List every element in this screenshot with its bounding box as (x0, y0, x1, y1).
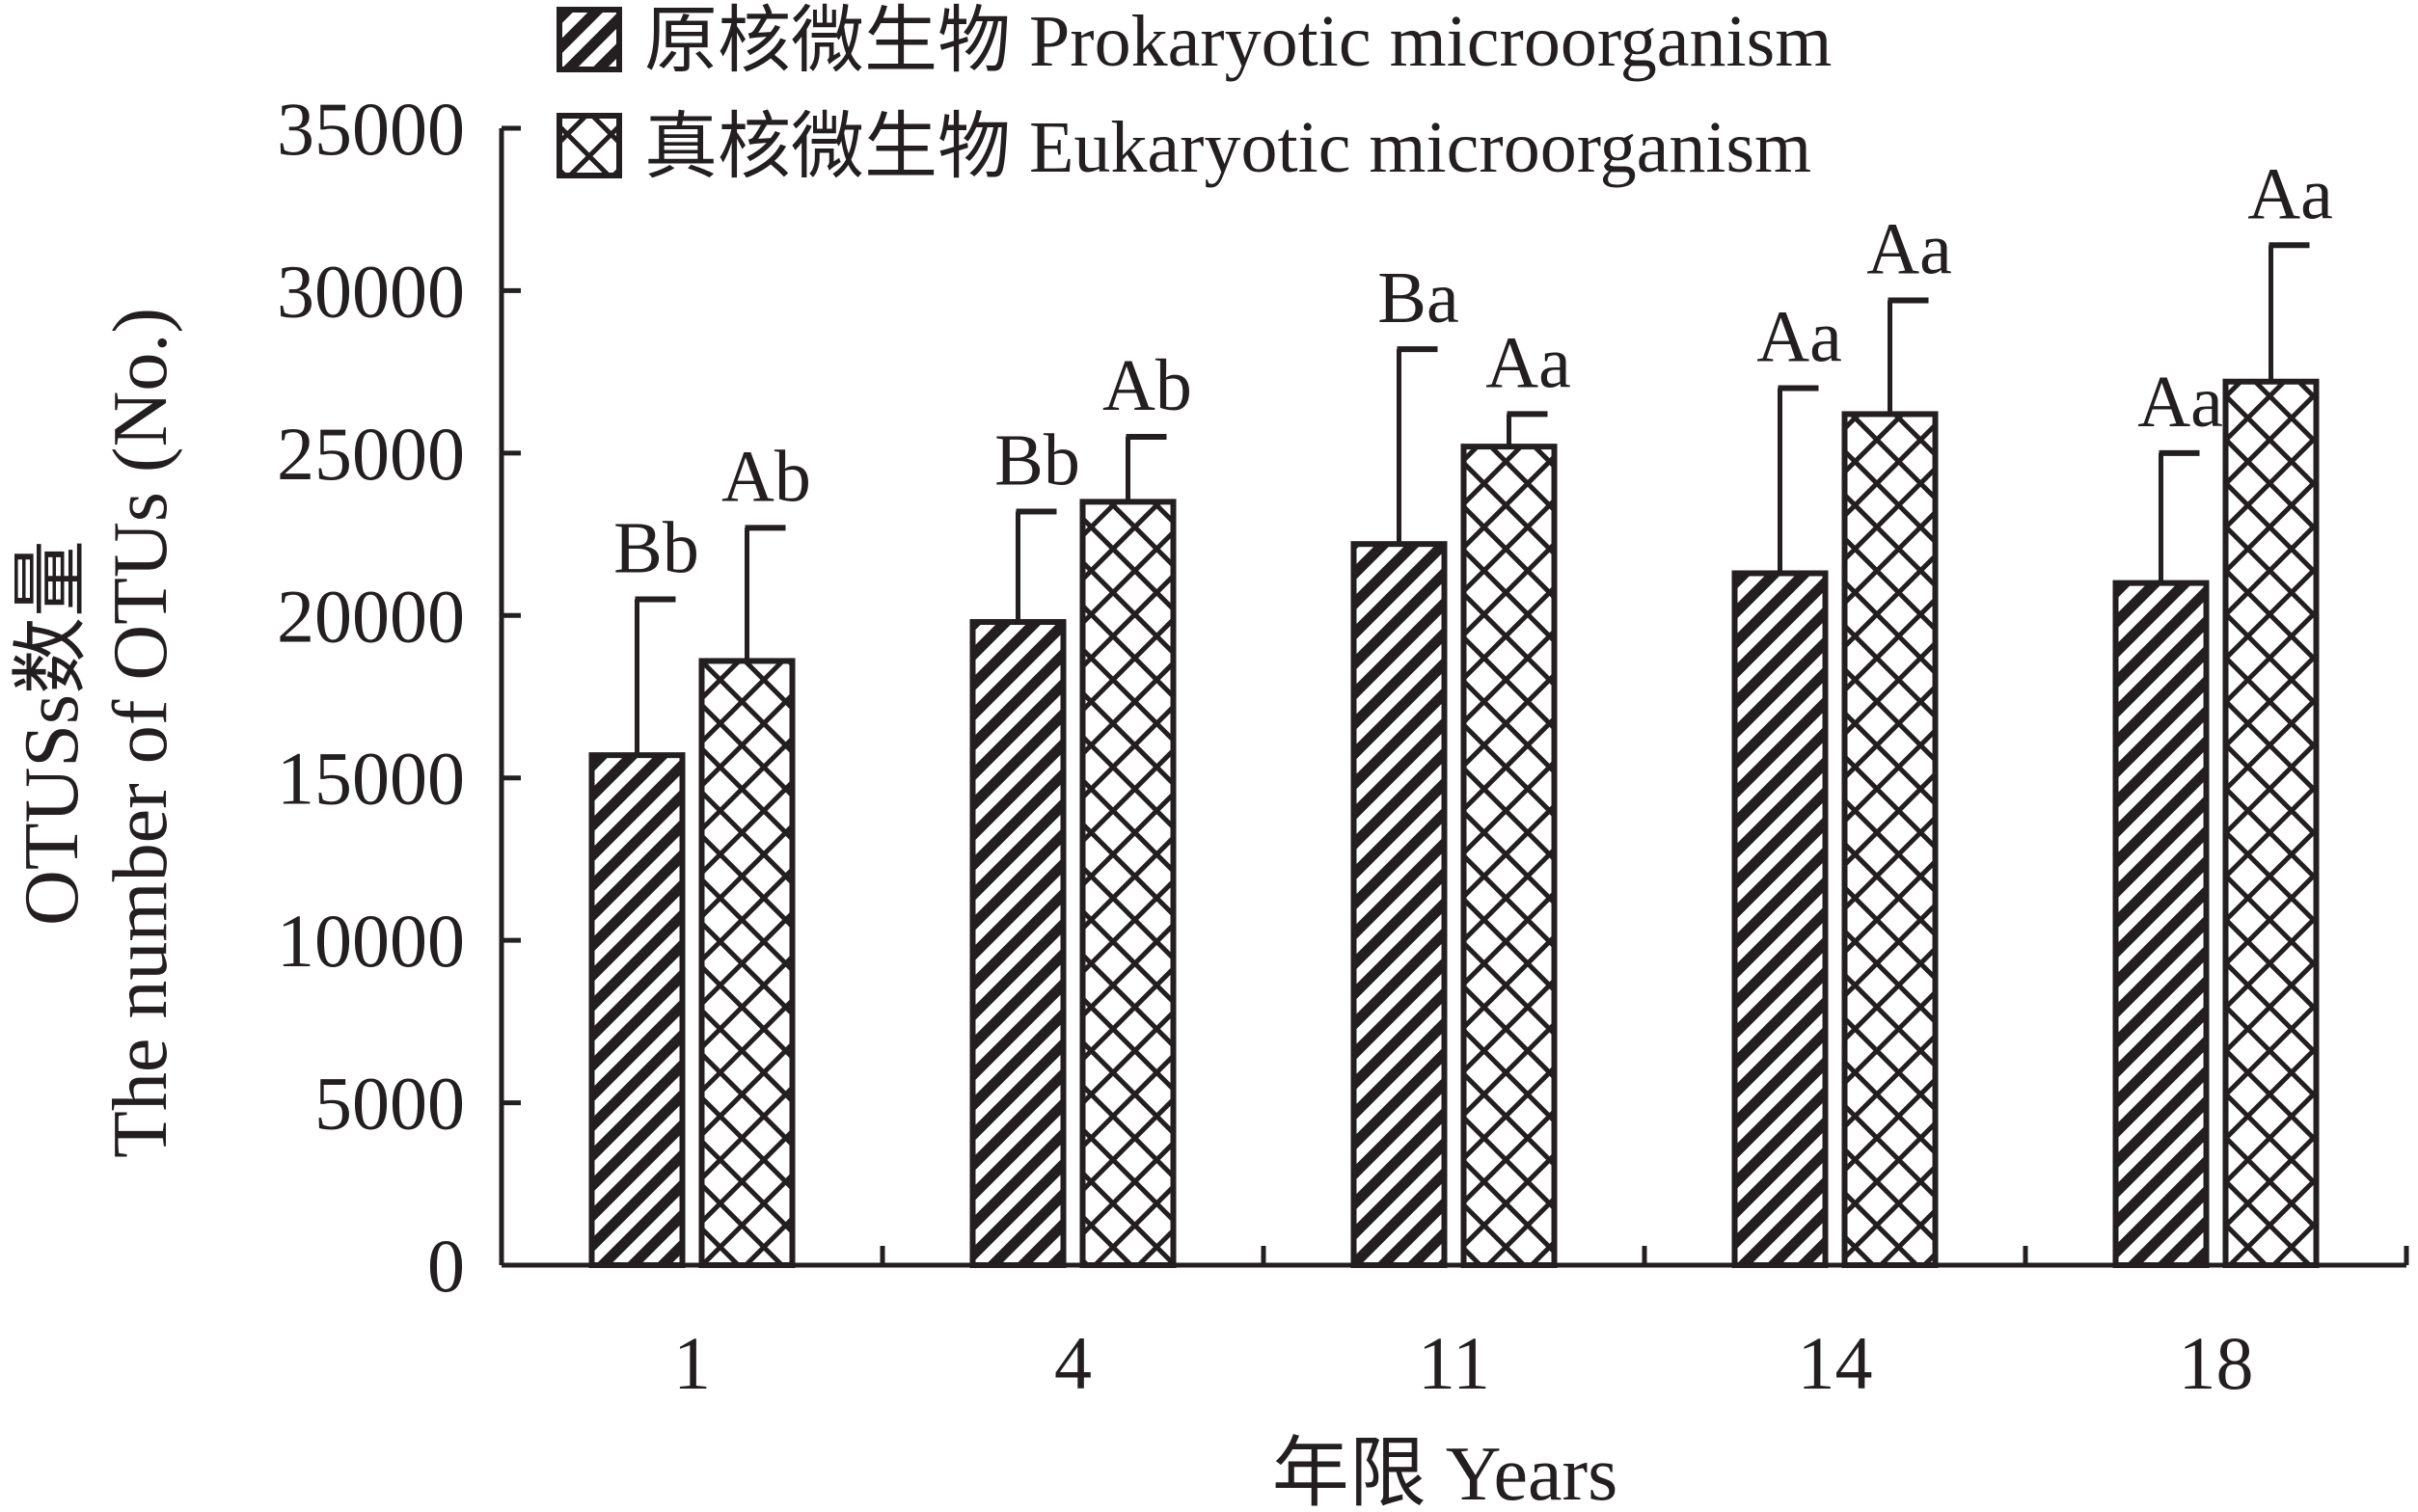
y-tick-label: 10000 (277, 899, 465, 983)
y-axis-title-line-1: OTUSs数量 (10, 540, 95, 926)
bar-eukaryotic (698, 658, 796, 1268)
significance-label-eukaryotic: Ab (1102, 345, 1192, 426)
bar-prokaryotic (1731, 570, 1829, 1268)
y-tick-label: 15000 (277, 737, 465, 821)
bar-prokaryotic (1350, 541, 1448, 1268)
bar-eukaryotic (1079, 499, 1177, 1268)
y-tick-label: 25000 (277, 412, 465, 496)
significance-label-eukaryotic: Aa (2247, 153, 2333, 234)
bar-prokaryotic (2112, 580, 2210, 1268)
significance-label-prokaryotic: Bb (994, 419, 1080, 500)
significance-label-prokaryotic: Aa (1756, 296, 1842, 377)
x-tick-label: 4 (1054, 1321, 1092, 1405)
legend-swatch-prokaryotic (557, 7, 622, 72)
legend-label-prokaryotic: 原核微生物 Prokaryotic microorganism (644, 1, 1832, 82)
x-tick-label: 1 (673, 1321, 711, 1405)
significance-label-prokaryotic: Aa (2137, 362, 2223, 443)
significance-label-prokaryotic: Bb (613, 507, 699, 588)
y-axis-title-line-2: The number of OTUs (No.) (98, 308, 183, 1158)
x-axis-ticks: 1 4 11 14 18 (673, 1246, 2409, 1405)
y-tick-label: 5000 (314, 1062, 465, 1146)
bar-eukaryotic (1460, 444, 1558, 1268)
significance-label-prokaryotic: Ba (1377, 257, 1458, 338)
bar-prokaryotic (969, 619, 1067, 1268)
axes (499, 128, 2406, 1268)
significance-label-eukaryotic: Ab (721, 436, 811, 517)
legend-swatch-eukaryotic (557, 113, 622, 178)
y-tick-label: 35000 (277, 87, 465, 171)
bar-eukaryotic (1841, 411, 1939, 1269)
y-axis-ticks: 0 5000 10000 15000 20000 25000 30000 35000 (277, 87, 521, 1308)
y-axis-title: OTUSs数量 The number of OTUs (No.) (10, 308, 183, 1158)
x-axis-title: 年限 Years (1272, 1432, 1618, 1512)
x-tick-label: 14 (1798, 1321, 1873, 1405)
legend: 原核微生物 Prokaryotic microorganism 真核微生物 Eu… (557, 1, 1832, 188)
significance-label-eukaryotic: Aa (1866, 209, 1952, 290)
legend-label-eukaryotic: 真核微生物 Eukaryotic microorganism (644, 107, 1811, 188)
y-tick-label: 30000 (277, 249, 465, 333)
y-tick-label: 20000 (277, 574, 465, 658)
x-tick-label: 18 (2179, 1321, 2254, 1405)
bars: Bb Ab Bb Ab Ba Aa Aa Aa Aa Aa (588, 153, 2333, 1269)
x-tick-label: 11 (1418, 1321, 1490, 1405)
bar-eukaryotic (2222, 378, 2320, 1268)
significance-label-eukaryotic: Aa (1485, 322, 1571, 403)
bar-prokaryotic (588, 752, 686, 1268)
y-tick-label: 0 (427, 1224, 465, 1308)
